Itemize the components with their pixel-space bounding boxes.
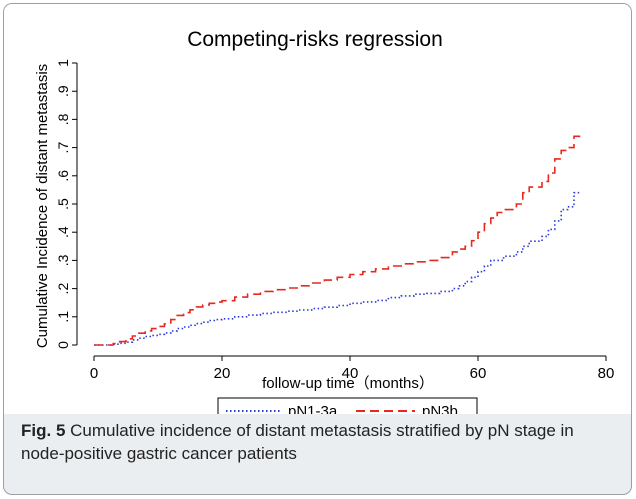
y-tick-label: .5: [55, 198, 71, 210]
legend-label-pn1-3a: pN1-3a: [288, 403, 338, 414]
series-line-pn1-3a: [94, 191, 581, 346]
x-tick-label: 80: [598, 365, 615, 382]
x-tick-label: 60: [470, 365, 487, 382]
figure-panel: Competing-risks regression 0 .1 .2 .3 .4 .5 .6…: [3, 3, 632, 495]
y-axis-title: Cumulative Incidence of distant metastas…: [34, 64, 51, 348]
chart-title: Competing-risks regression: [187, 28, 443, 51]
chart-series: [94, 135, 581, 346]
x-axis-title: follow-up time（months）: [262, 375, 434, 392]
y-tick-label: .2: [55, 283, 71, 295]
chart-background: [4, 4, 631, 414]
y-tick-label: .4: [55, 226, 71, 238]
y-tick-label: .8: [55, 113, 71, 125]
series-line-pn3b: [94, 135, 581, 346]
x-tick-label: 40: [342, 365, 359, 382]
y-tick-label: 1: [55, 59, 71, 67]
y-tick-label: .6: [55, 170, 71, 182]
x-tick-label: 20: [214, 365, 231, 382]
y-tick-label: .9: [55, 85, 71, 97]
figure-label: Fig. 5: [21, 421, 66, 440]
chart-axes: 0 .1 .2 .3 .4 .5 .6 .7 .8 .9 1 0 20 40 60 80: [55, 59, 614, 382]
figure-caption: Fig. 5 Cumulative incidence of distant m…: [21, 419, 621, 465]
y-tick-label: .3: [55, 254, 71, 266]
y-tick-label: 0: [55, 341, 71, 349]
y-tick-label: .1: [55, 311, 71, 323]
legend-label-pn3b: pN3b: [422, 403, 458, 414]
competing-risks-chart: Competing-risks regression 0 .1 .2 .3 .4 .5 .6…: [4, 4, 631, 414]
chart-legend: pN1-3a pN3b: [217, 397, 478, 414]
x-tick-label: 0: [90, 365, 98, 382]
figure-caption-text: Cumulative incidence of distant metastas…: [21, 421, 574, 463]
y-tick-label: .7: [55, 142, 71, 154]
